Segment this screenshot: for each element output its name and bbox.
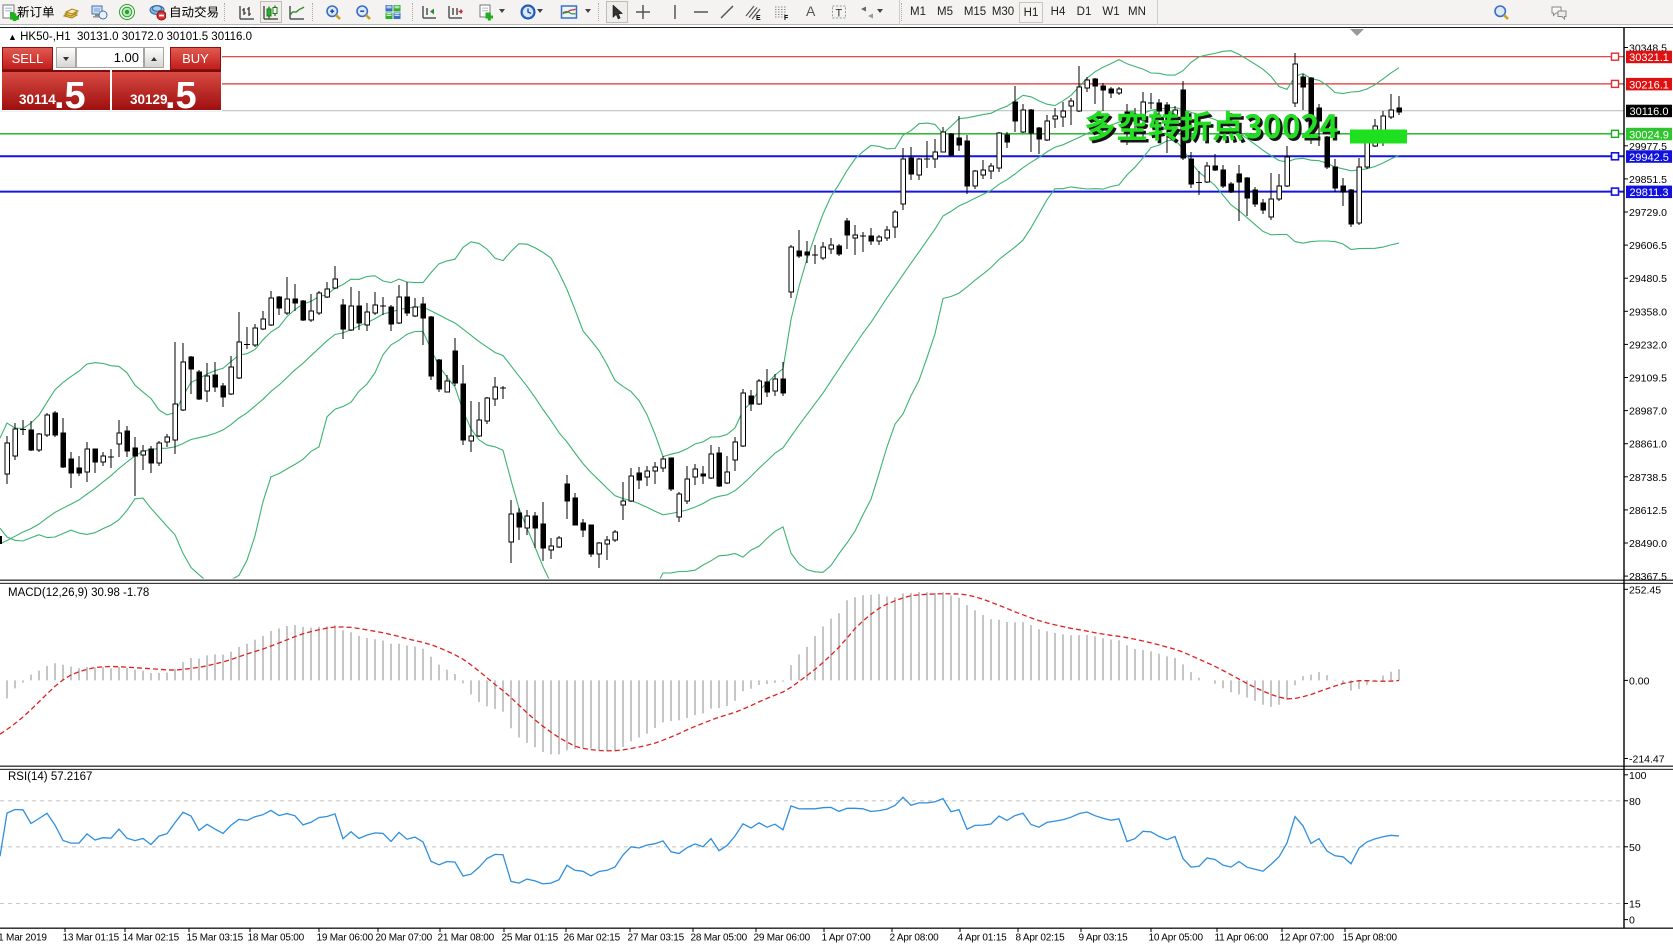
svg-text:RSI(14) 57.2167: RSI(14) 57.2167 xyxy=(8,771,92,783)
svg-text:0: 0 xyxy=(1629,915,1635,927)
svg-text:11 Mar 2019: 11 Mar 2019 xyxy=(0,933,47,944)
svg-text:14 Mar 02:15: 14 Mar 02:15 xyxy=(123,933,180,944)
svg-text:30024.9: 30024.9 xyxy=(1629,129,1669,141)
svg-text:30321.1: 30321.1 xyxy=(1629,52,1669,64)
svg-text:MACD(12,26,9) 30.98 -1.78: MACD(12,26,9) 30.98 -1.78 xyxy=(8,587,149,599)
svg-text:252.45: 252.45 xyxy=(1629,584,1661,596)
svg-text:29729.0: 29729.0 xyxy=(1629,207,1667,219)
svg-text:28490.0: 28490.0 xyxy=(1629,538,1667,550)
svg-text:19 Mar 06:00: 19 Mar 06:00 xyxy=(317,933,374,944)
svg-text:11 Apr 06:00: 11 Apr 06:00 xyxy=(1215,933,1269,944)
svg-text:15: 15 xyxy=(1629,899,1641,911)
svg-text:29109.5: 29109.5 xyxy=(1629,373,1667,385)
svg-text:12 Apr 07:00: 12 Apr 07:00 xyxy=(1280,933,1335,944)
svg-text:15 Mar 03:15: 15 Mar 03:15 xyxy=(187,933,244,944)
svg-text:15 Apr 08:00: 15 Apr 08:00 xyxy=(1343,933,1398,944)
svg-text:26 Mar 02:15: 26 Mar 02:15 xyxy=(564,933,621,944)
svg-text:T: T xyxy=(836,8,843,20)
svg-text:29480.5: 29480.5 xyxy=(1629,273,1667,285)
svg-text:28367.5: 28367.5 xyxy=(1629,571,1667,583)
svg-text:0.00: 0.00 xyxy=(1629,675,1650,687)
svg-text:8 Apr 02:15: 8 Apr 02:15 xyxy=(1016,933,1066,944)
svg-text:29606.5: 29606.5 xyxy=(1629,240,1667,252)
svg-text:28 Mar 05:00: 28 Mar 05:00 xyxy=(691,933,748,944)
svg-text:28861.0: 28861.0 xyxy=(1629,439,1667,451)
svg-text:29851.5: 29851.5 xyxy=(1629,174,1667,186)
svg-text:4 Apr 01:15: 4 Apr 01:15 xyxy=(958,933,1008,944)
svg-text:E: E xyxy=(756,15,761,21)
svg-text:27 Mar 03:15: 27 Mar 03:15 xyxy=(628,933,685,944)
svg-text:28612.5: 28612.5 xyxy=(1629,505,1667,517)
svg-text:29811.3: 29811.3 xyxy=(1630,187,1669,199)
svg-text:-214.47: -214.47 xyxy=(1629,754,1665,766)
svg-text:29977.5: 29977.5 xyxy=(1629,141,1667,153)
svg-text:F: F xyxy=(784,15,789,21)
svg-text:13 Mar 01:15: 13 Mar 01:15 xyxy=(63,933,120,944)
svg-text:50: 50 xyxy=(1629,842,1641,854)
svg-text:28987.0: 28987.0 xyxy=(1629,406,1667,418)
svg-text:29 Mar 06:00: 29 Mar 06:00 xyxy=(754,933,811,944)
svg-text:2 Apr 08:00: 2 Apr 08:00 xyxy=(890,933,940,944)
svg-text:20 Mar 07:00: 20 Mar 07:00 xyxy=(376,933,433,944)
svg-text:30216.1: 30216.1 xyxy=(1629,79,1669,91)
svg-text:29232.0: 29232.0 xyxy=(1629,339,1667,351)
svg-text:28738.5: 28738.5 xyxy=(1629,472,1667,484)
svg-text:30116.0: 30116.0 xyxy=(1630,106,1669,118)
svg-text:29358.0: 29358.0 xyxy=(1629,306,1667,318)
svg-text:21 Mar 08:00: 21 Mar 08:00 xyxy=(438,933,495,944)
svg-text:25 Mar 01:15: 25 Mar 01:15 xyxy=(502,933,559,944)
svg-text:100: 100 xyxy=(1629,770,1647,782)
svg-text:18 Mar 05:00: 18 Mar 05:00 xyxy=(248,933,305,944)
svg-text:80: 80 xyxy=(1629,796,1641,808)
svg-text:1 Apr 07:00: 1 Apr 07:00 xyxy=(822,933,872,944)
svg-text:29942.5: 29942.5 xyxy=(1629,152,1669,164)
svg-text:10 Apr 05:00: 10 Apr 05:00 xyxy=(1149,933,1204,944)
svg-text:9 Apr 03:15: 9 Apr 03:15 xyxy=(1079,933,1129,944)
